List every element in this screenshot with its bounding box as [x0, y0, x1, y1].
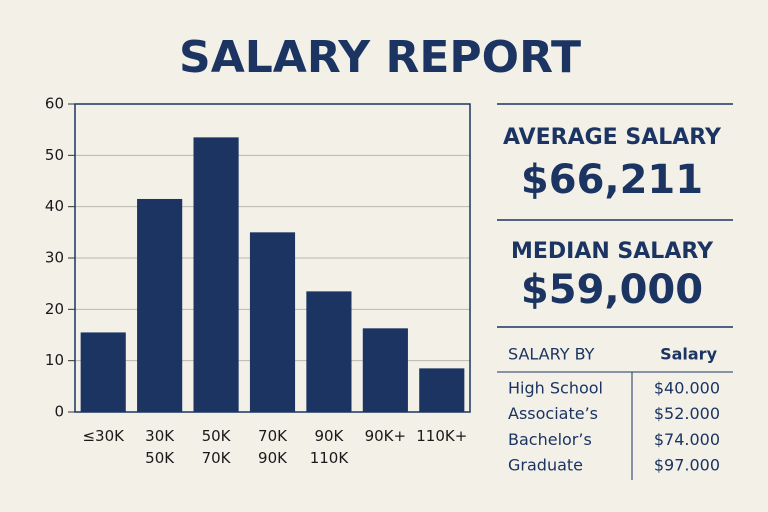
- y-tick-label: 60: [45, 95, 64, 113]
- x-tick-label: 90K+: [365, 427, 407, 445]
- x-tick-label-line: ≤30K: [82, 427, 125, 445]
- x-tick-label-line: 110K+: [416, 427, 467, 445]
- table-cell: $52.000: [654, 404, 720, 423]
- table-header: SALARY BY: [508, 345, 595, 364]
- x-tick-label-line: 90K: [314, 427, 344, 445]
- x-tick-label-line: 50K: [145, 449, 175, 467]
- bar: [137, 198, 183, 412]
- bar: [80, 332, 126, 412]
- x-tick-label-line: 70K: [202, 449, 232, 467]
- x-tick-label: ≤30K: [82, 427, 125, 445]
- y-tick-label: 20: [45, 300, 64, 318]
- bar: [306, 291, 352, 412]
- bar: [419, 368, 465, 412]
- stat-label: AVERAGE SALARY: [503, 125, 722, 150]
- bar: [193, 137, 239, 412]
- x-tick-label-line: 90K+: [365, 427, 407, 445]
- x-tick-label: 110K+: [416, 427, 467, 445]
- stat-label: MEDIAN SALARY: [511, 239, 714, 264]
- x-tick-label-line: 30K: [145, 427, 175, 445]
- table-cell: Graduate: [508, 456, 583, 475]
- x-tick-label: 90K 110K: [310, 427, 350, 467]
- table-cell: Bachelor’s: [508, 430, 592, 449]
- y-tick-label: 30: [45, 249, 64, 267]
- stat-value: $59,000: [521, 267, 703, 313]
- x-tick-label-line: 90K: [258, 449, 288, 467]
- x-tick-label-line: 50K: [202, 427, 232, 445]
- table-cell: $97.000: [654, 456, 720, 475]
- table-cell: Associate’s: [508, 404, 598, 423]
- table-cell: $40.000: [654, 379, 720, 398]
- x-tick-label-line: 110K: [310, 449, 350, 467]
- bar: [249, 232, 296, 412]
- y-tick-label: 10: [45, 351, 64, 369]
- table-cell: $74.000: [654, 430, 720, 449]
- stat-value: $66,211: [521, 157, 703, 203]
- table-cell: High School: [508, 379, 603, 398]
- y-tick-label: 0: [54, 403, 64, 421]
- y-tick-label: 40: [45, 197, 64, 215]
- x-tick-label: 50K 70K: [202, 427, 232, 467]
- table-header: Salary: [660, 345, 717, 364]
- bar: [362, 328, 408, 412]
- page-title: SALARY REPORT: [179, 32, 581, 83]
- table-body: High School $40.000 Associate’s $52.000 Bach…: [508, 379, 720, 475]
- y-tick-label: 50: [45, 146, 64, 164]
- x-tick-label-line: 70K: [258, 427, 288, 445]
- x-tick-label: 70K 90K: [258, 427, 288, 467]
- x-tick-label: 30K 50K: [145, 427, 175, 467]
